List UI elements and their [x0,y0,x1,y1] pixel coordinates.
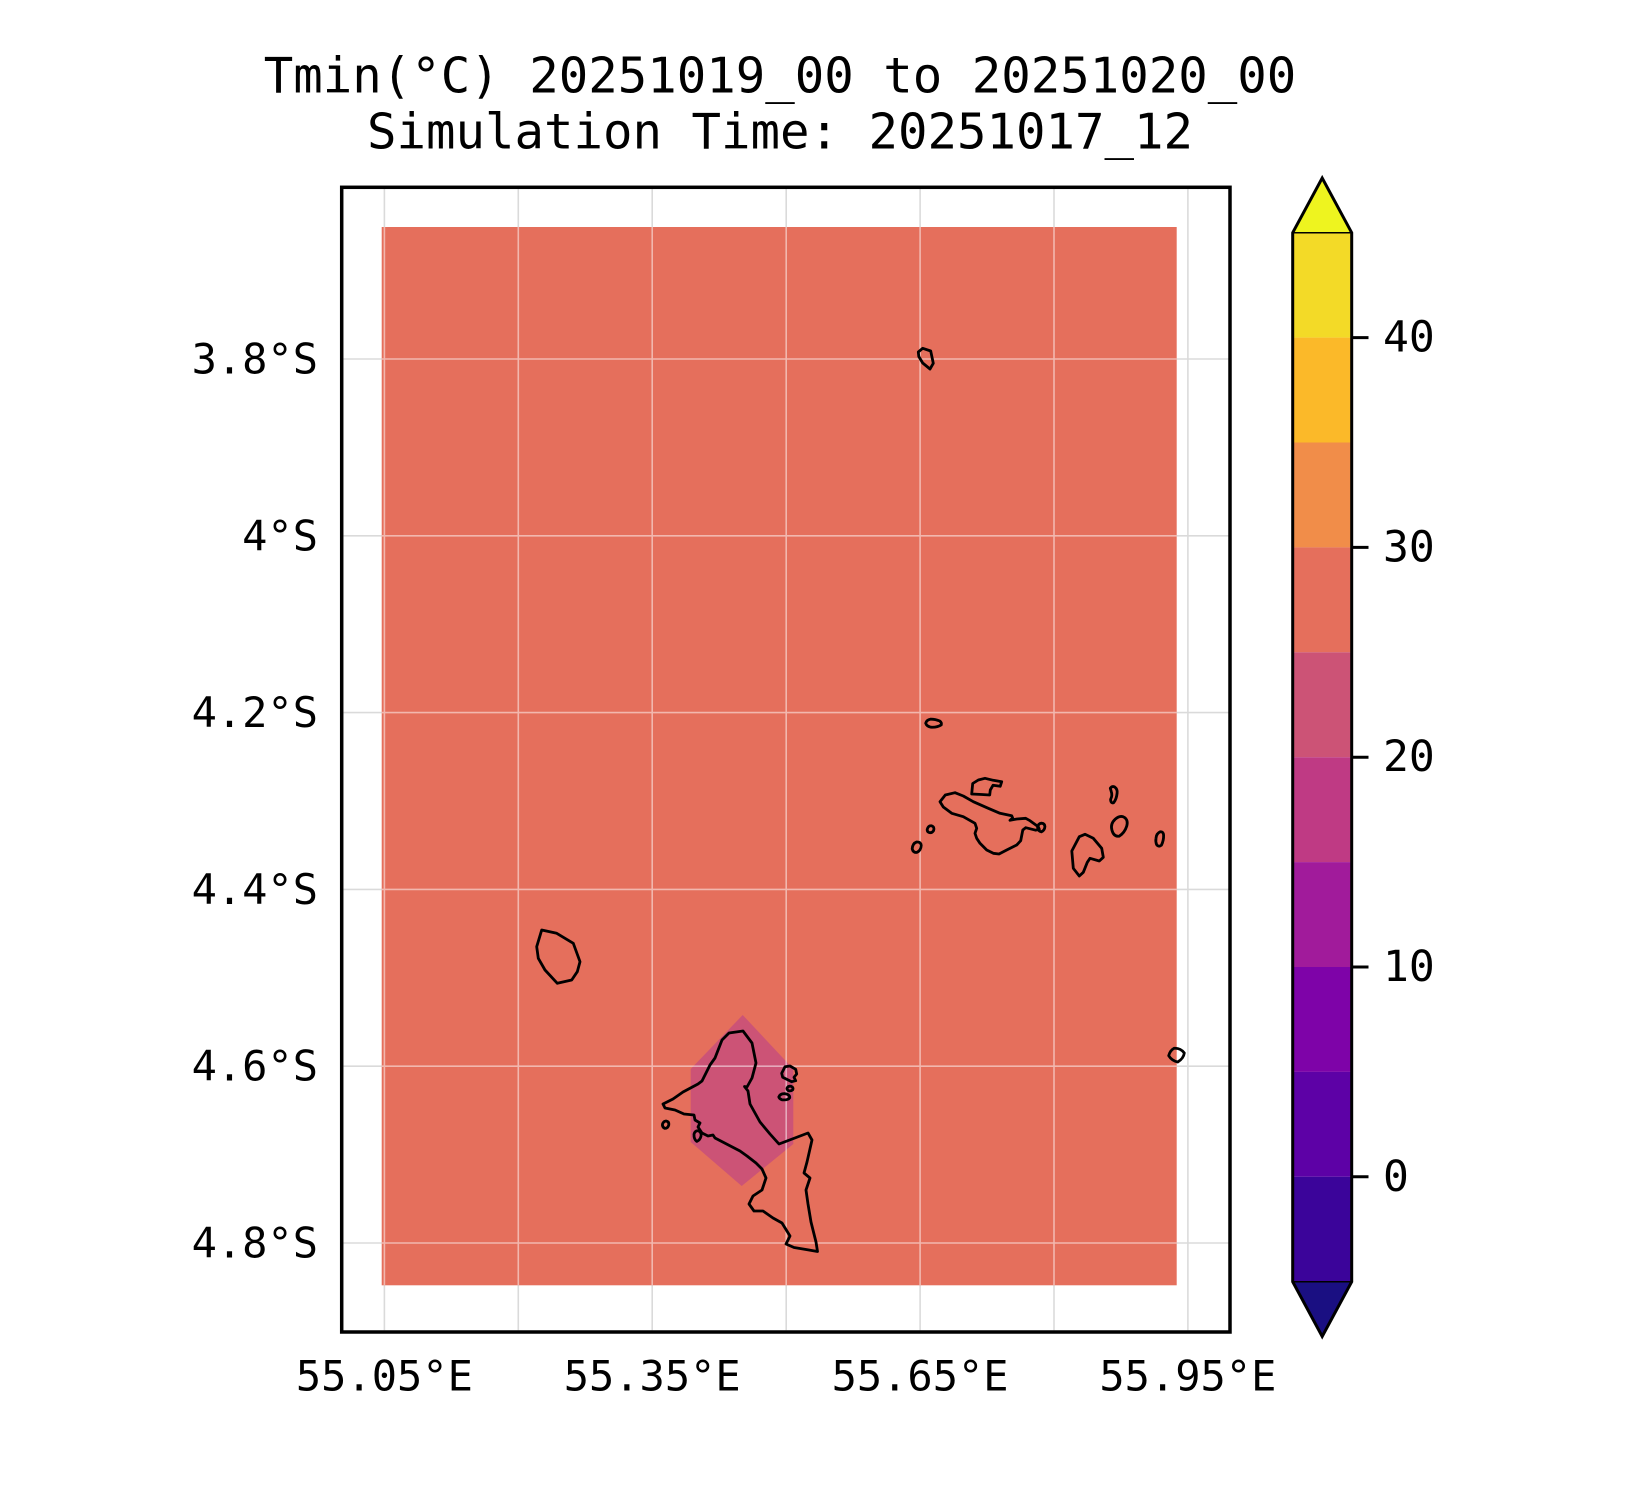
colorbar-segment [1292,232,1352,338]
coastline-islet-southwest-of-praslin [910,840,923,854]
colorbar-segment [1292,862,1352,967]
colorbar-tick-label: 20 [1383,732,1435,782]
axes-frame [339,185,1232,1334]
colorbar-under-arrow [1292,1281,1352,1337]
y-tick-label: 4.2°S [192,688,318,737]
colorbar-segment [1292,757,1352,863]
coastline-east-islet [1154,830,1166,848]
coastline-cerf-islet [777,1092,792,1102]
colorbar: 40 30 20 10 0 [1291,174,1435,1340]
coastlines [535,346,1186,1253]
x-tick-label: 55.95°E [1099,1352,1276,1401]
x-tick-label: 55.05°E [296,1352,473,1401]
colorbar-tick-label: 40 [1383,313,1435,363]
y-tick-label: 4.4°S [192,865,318,914]
y-tick-label: 4.6°S [192,1042,318,1091]
colorbar-over-arrow [1292,178,1352,233]
plot-title: Tmin(°C) 20251019_00 to 20251020_00 [264,48,1297,105]
y-tick-label: 4.8°S [192,1219,318,1268]
y-axis-tick-labels: 3.8°S 4°S 4.2°S 4.4°S 4.6°S 4.8°S [192,335,318,1268]
colorbar-segment [1292,1071,1352,1177]
coastline-silhouette [535,928,582,985]
x-tick-label: 55.35°E [564,1352,741,1401]
colorbar-tick-label: 10 [1383,942,1435,992]
coastline-felicite-islet [1036,821,1047,834]
coastline-la-digue [1070,832,1105,878]
x-tick-label: 55.65°E [832,1352,1009,1401]
colorbar-segment [1292,652,1352,758]
colorbar-segment [1292,1176,1352,1282]
coastline-aride-islet [924,717,943,729]
colorbar-arrow-separators [1292,231,1352,1283]
colorbar-segment [1292,442,1352,548]
colorbar-tick-labels: 40 30 20 10 0 [1383,313,1435,1202]
coastline-conception-islet [661,1119,671,1130]
coastline-mahe [661,1029,819,1253]
coastline-comma-islet [1108,785,1119,805]
colorbar-tick-label: 30 [1383,522,1435,572]
colorbar-ticks [1351,336,1369,1179]
colorbar-segment [1292,337,1352,443]
coastline-praslin [938,791,1041,856]
coastline-oval-islet [1110,815,1129,838]
colorbar-tick-label: 0 [1383,1152,1409,1202]
coastline-therese-islet [692,1129,703,1143]
plot-subtitle: Simulation Time: 20251017_12 [367,104,1193,161]
coastline-st-anne [780,1064,799,1084]
colorbar-segment [1292,547,1352,653]
coastline-edge-islet [1167,1046,1186,1064]
colorbar-segment [1292,967,1352,1072]
y-tick-label: 4°S [242,511,318,560]
coastline-bird-islet [916,346,935,371]
coastline-moyenne-islet [785,1084,795,1093]
coastline-islet-west-of-praslin [925,824,936,835]
x-axis-tick-labels: 55.05°E 55.35°E 55.65°E 55.95°E [296,1352,1277,1401]
coastline-curieuse [970,776,1004,797]
y-tick-label: 3.8°S [192,335,318,384]
